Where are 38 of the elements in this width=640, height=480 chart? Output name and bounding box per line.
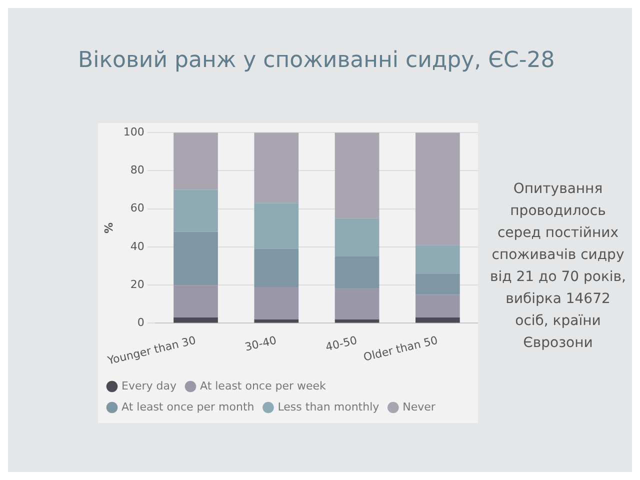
bar (334, 218, 380, 257)
y-tick-label: 60 (130, 202, 144, 215)
legend-label: Every day (122, 379, 177, 392)
bar (254, 319, 299, 323)
y-axis-title: % (102, 222, 116, 234)
bar (174, 132, 218, 190)
y-tick-label: 0 (137, 316, 144, 330)
x-tick-label: Older than 50 (362, 334, 440, 364)
x-tick-label: Younger than 30 (106, 334, 198, 368)
legend-label: At least once per week (200, 379, 327, 392)
y-tick-label: 40 (130, 240, 144, 253)
bar (174, 232, 218, 286)
bar (174, 190, 218, 232)
chart-title: Віковий ранж у споживанні сидру, ЄС-28 (78, 48, 555, 73)
bar (334, 132, 380, 218)
bar (416, 132, 460, 246)
bar (254, 248, 299, 288)
bar (254, 132, 299, 204)
legend-label: Less than monthly (278, 400, 380, 414)
y-tick-label: 20 (130, 278, 144, 291)
legend-label: Never (402, 400, 436, 414)
y-tick-label: 80 (130, 164, 144, 177)
bar (334, 256, 380, 289)
bar (416, 274, 460, 295)
bar (416, 318, 460, 323)
bar (416, 245, 460, 274)
legend-label: At least once per month (122, 400, 254, 414)
x-tick-label: 40-50 (324, 334, 358, 354)
x-tick-label: 30-40 (244, 334, 278, 354)
bar (174, 285, 218, 318)
bar (254, 287, 299, 320)
bar (174, 318, 218, 323)
y-tick-label: 100 (123, 125, 144, 138)
bar (254, 203, 299, 249)
bar (416, 294, 460, 318)
bar (334, 288, 380, 320)
bar (334, 319, 380, 323)
text: Опитування проводилось серед постійних споживачів сидру від 21 до 70 років, вибірка 14672 осіб, країни Єврозони (489, 180, 627, 353)
